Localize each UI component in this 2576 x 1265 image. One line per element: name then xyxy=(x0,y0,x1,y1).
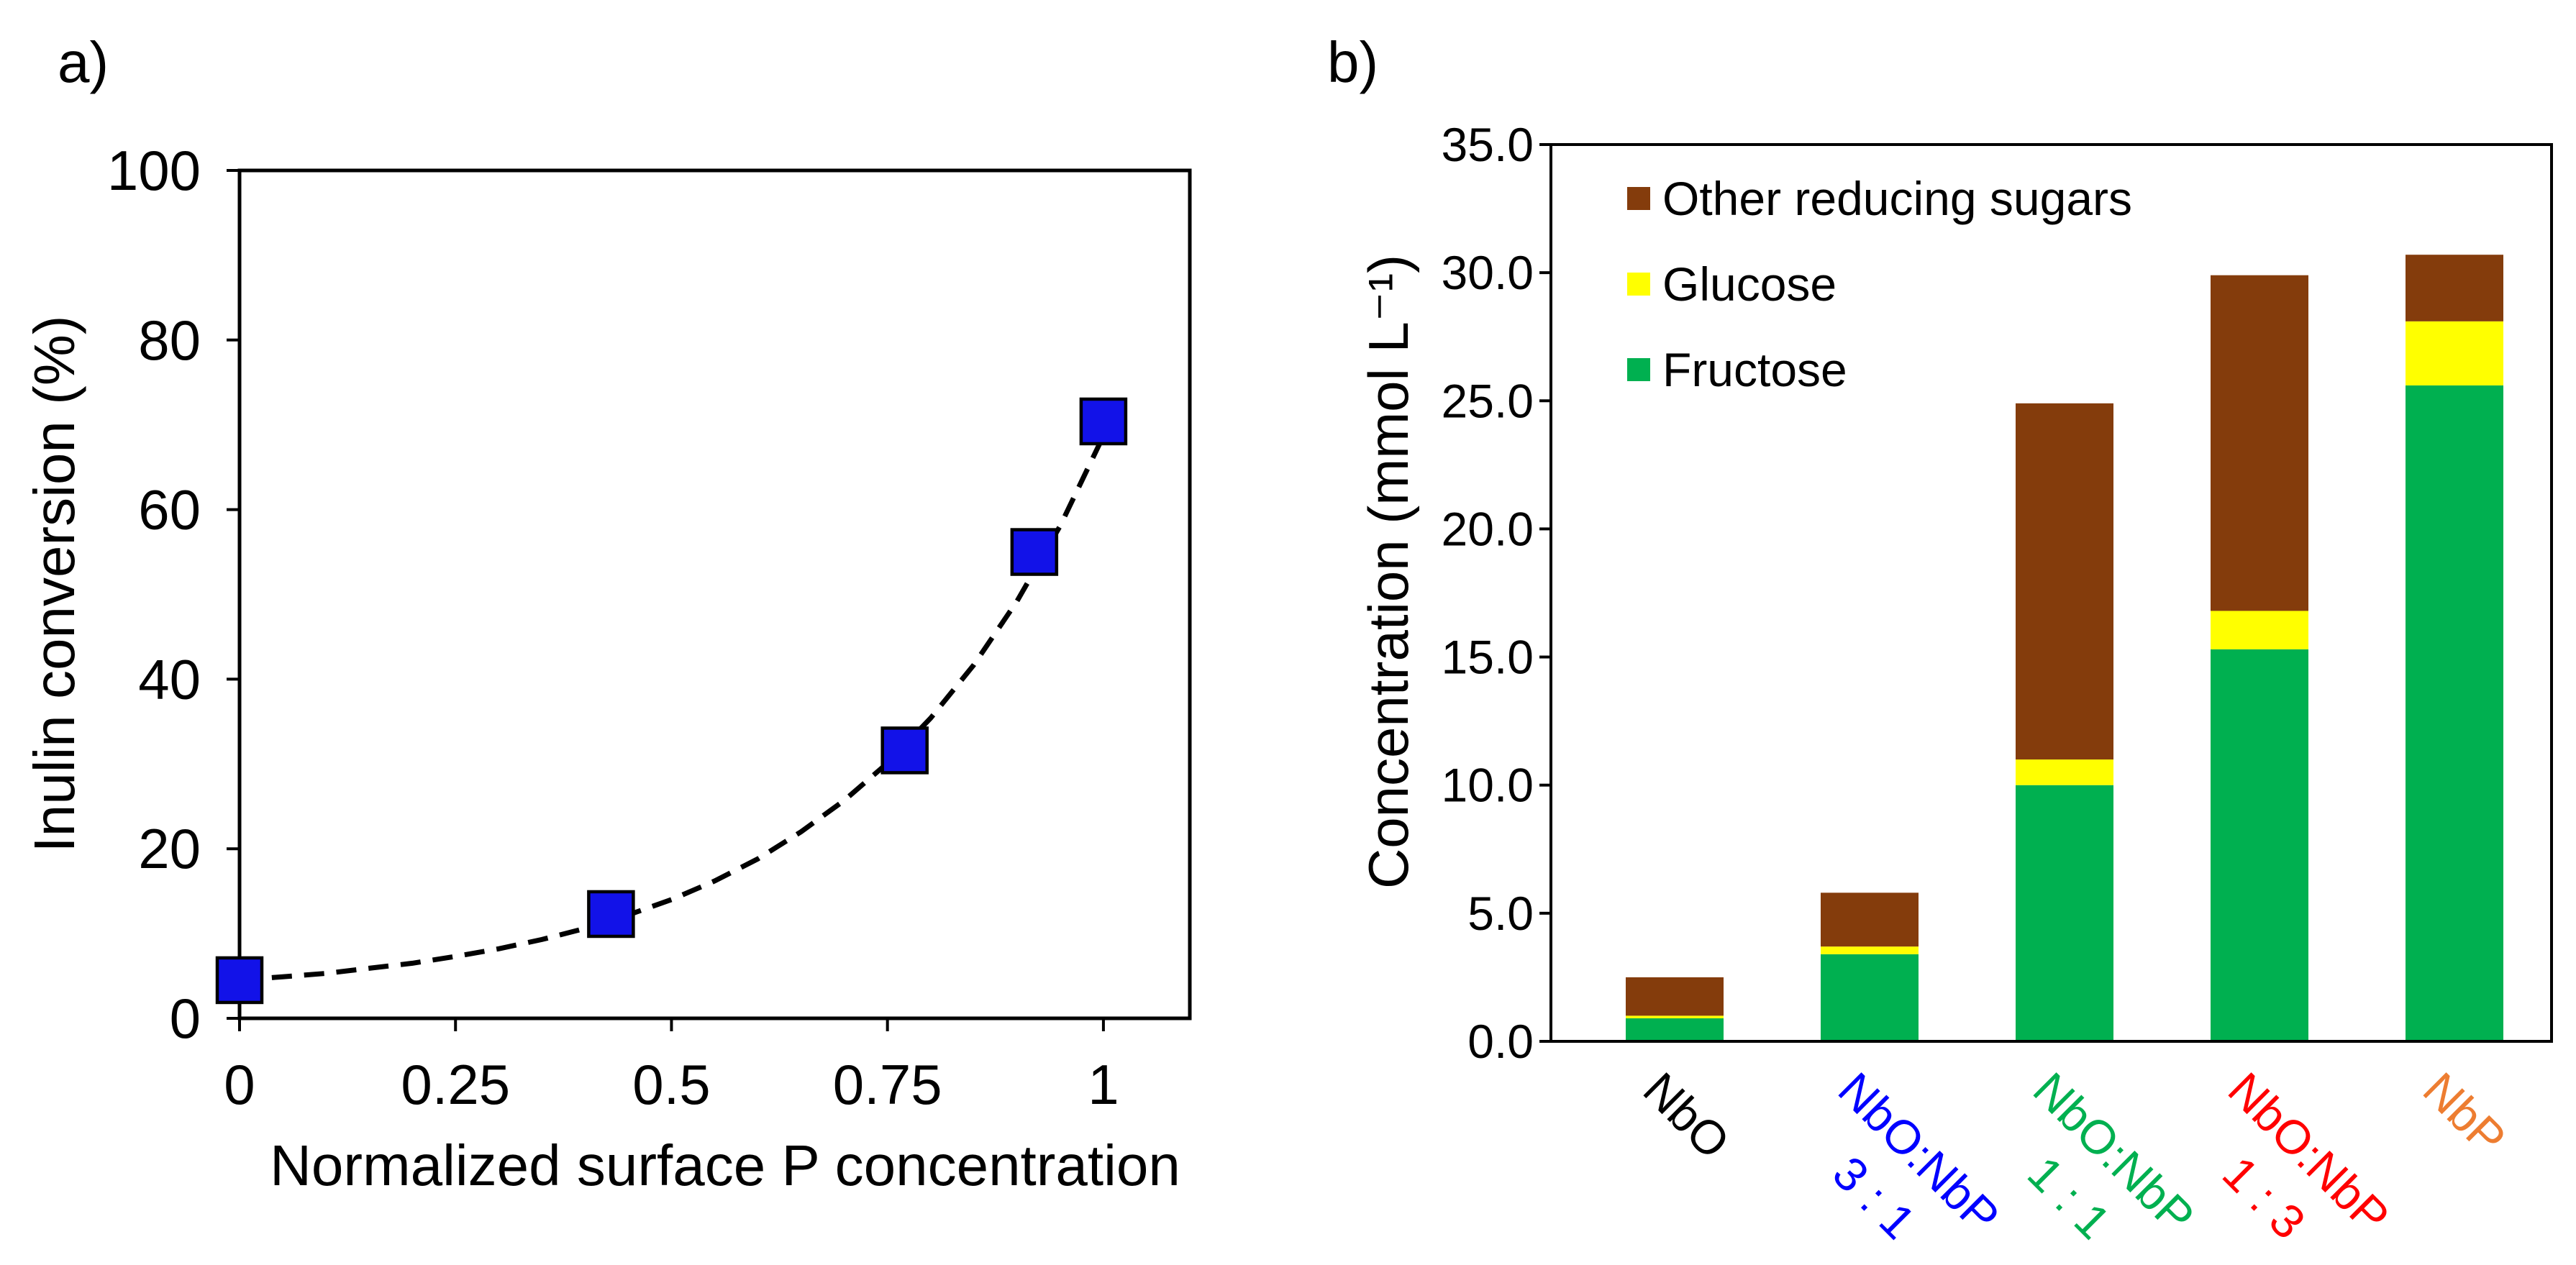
y-tick-label: 0 xyxy=(170,987,201,1050)
data-point-marker xyxy=(1079,397,1128,446)
y-tick-label: 40 xyxy=(138,647,201,711)
fit-curve xyxy=(239,434,1106,983)
y-tick-label: 60 xyxy=(138,478,201,542)
bar-segment-other-reducing-sugars xyxy=(2211,275,2308,611)
panel-a-scatter-chart: a) 0 20 40 60 80 100 0 0.25 0.5 0.75 1 Normalized su… xyxy=(22,30,1192,1197)
bar-segment-other-reducing-sugars xyxy=(2406,255,2503,321)
x-tick-label: 0.5 xyxy=(632,1053,710,1116)
legend-swatch xyxy=(1627,273,1650,296)
x-tick-label: 0 xyxy=(224,1053,255,1116)
y-axis-title: Inulin conversion (%) xyxy=(22,316,86,853)
y-tick-label: 5.0 xyxy=(1467,887,1534,940)
x-tick-label: 1 xyxy=(1088,1053,1119,1116)
x-axis-title: Normalized surface P concentration xyxy=(270,1133,1180,1197)
bar-segment-glucose xyxy=(1626,1015,1724,1018)
panel-a-label: a) xyxy=(58,30,109,94)
y-tick-label: 100 xyxy=(107,139,201,202)
bar-segment-glucose xyxy=(1821,946,1919,954)
bar-segment-glucose xyxy=(2406,321,2503,385)
y-tick-label: 35.0 xyxy=(1442,118,1534,171)
legend-swatch xyxy=(1627,187,1650,210)
panel-b-stacked-bar-chart: b) 0.0 5.0 10.0 15.0 20.0 25.0 30.0 35.0 Concentr… xyxy=(1327,30,2553,1068)
y-axis-title: Concentration (mmol L⁻¹) xyxy=(1357,255,1420,889)
y-tick-label: 80 xyxy=(138,309,201,372)
y-tick-label: 20.0 xyxy=(1442,502,1534,555)
legend-label: Fructose xyxy=(1662,343,1847,396)
bar-segment-other-reducing-sugars xyxy=(2016,403,2113,760)
y-tick-label: 0.0 xyxy=(1467,1015,1534,1068)
data-point-marker xyxy=(215,956,264,1005)
panel-b-plot-frame xyxy=(1549,143,2553,1043)
panel-a-plot-frame xyxy=(237,168,1192,1020)
legend-swatch xyxy=(1627,358,1650,381)
data-point-marker xyxy=(880,726,929,775)
data-point-marker xyxy=(587,890,635,939)
y-tick-label: 25.0 xyxy=(1442,374,1534,427)
y-tick-label: 30.0 xyxy=(1442,246,1534,299)
bar-segment-fructose xyxy=(2016,785,2113,1041)
bar-segment-other-reducing-sugars xyxy=(1626,977,1724,1016)
legend-label: Other reducing sugars xyxy=(1662,172,2132,225)
bar-segment-fructose xyxy=(1626,1018,1724,1041)
bar-segment-fructose xyxy=(2211,649,2308,1041)
y-tick-label: 10.0 xyxy=(1442,759,1534,812)
bar-segment-glucose xyxy=(2211,611,2308,649)
bar-segment-fructose xyxy=(2406,385,2503,1041)
y-tick-label: 20 xyxy=(138,817,201,880)
bar-segment-other-reducing-sugars xyxy=(1821,892,1919,947)
panel-b-label: b) xyxy=(1327,30,1378,94)
legend-label: Glucose xyxy=(1662,257,1837,311)
y-tick-label: 15.0 xyxy=(1442,631,1534,684)
x-tick-label: 0.25 xyxy=(401,1053,510,1116)
data-point-marker xyxy=(1010,528,1059,576)
bar-segment-glucose xyxy=(2016,759,2113,785)
bar-segment-fructose xyxy=(1821,954,1919,1041)
x-tick-label: 0.75 xyxy=(833,1053,942,1116)
